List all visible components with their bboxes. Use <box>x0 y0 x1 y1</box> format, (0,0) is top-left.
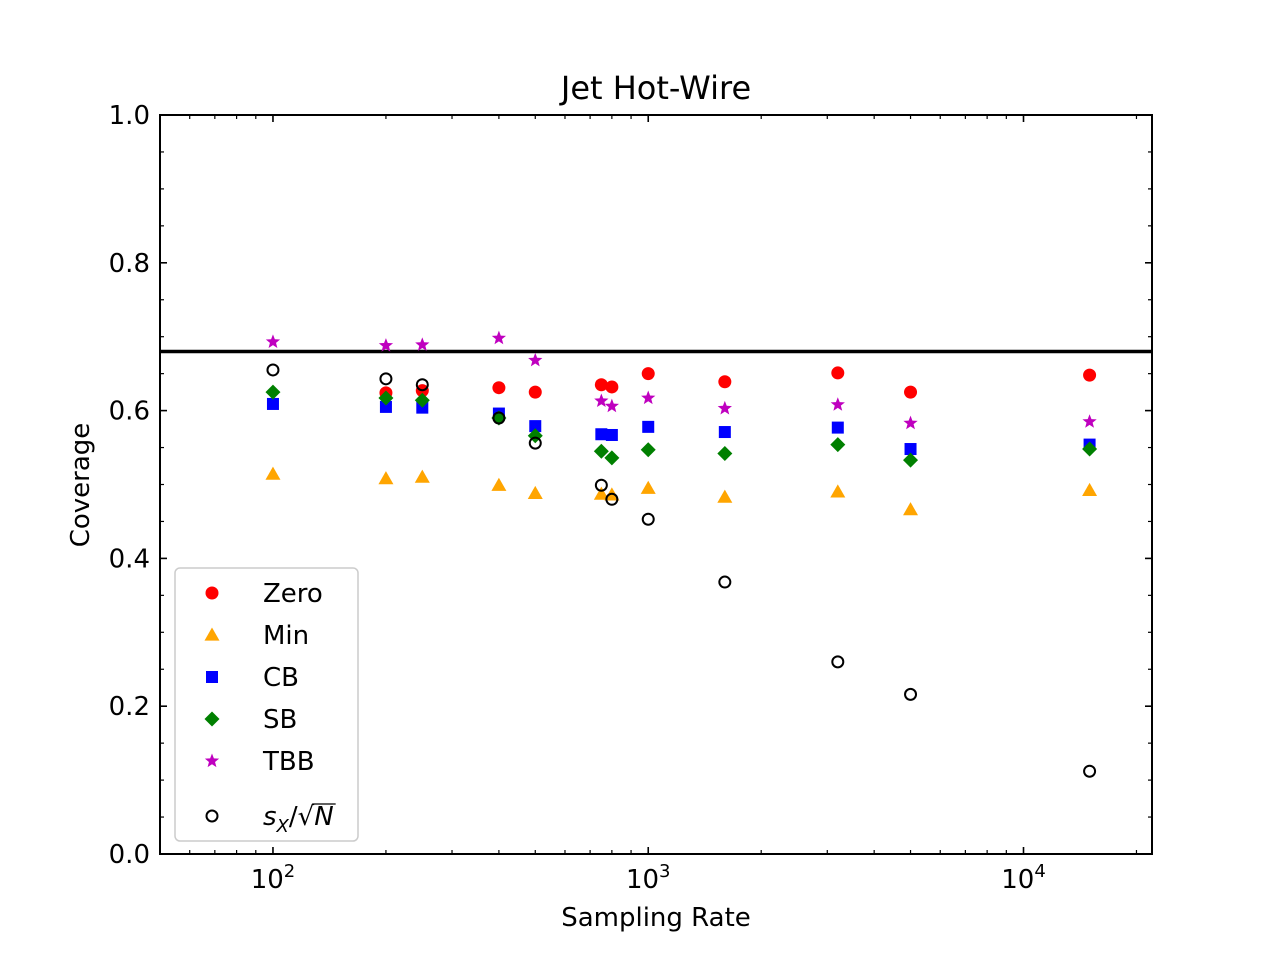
data-point-zero <box>605 380 619 394</box>
data-point-cb <box>266 397 279 410</box>
legend-marker-tbb <box>204 753 220 768</box>
data-point-tbb <box>1082 414 1097 428</box>
data-point-min <box>640 480 656 494</box>
data-point-min <box>1082 482 1098 497</box>
legend-marker-min <box>204 627 220 641</box>
data-point-sb <box>1082 441 1098 457</box>
series-s-x-n <box>266 363 1097 778</box>
data-point-sb <box>640 442 656 458</box>
y-tick-label: 0.8 <box>109 249 150 279</box>
legend-label-cb: CB <box>263 663 299 693</box>
data-point-s-x-n <box>594 478 608 492</box>
data-point-tbb <box>641 390 656 405</box>
data-point-min <box>491 477 507 491</box>
legend-label-s-x-n: sX/√N <box>263 802 334 837</box>
data-point-min <box>830 484 846 498</box>
data-point-min <box>717 489 733 503</box>
data-point-min <box>903 502 919 516</box>
legend-label-tbb: TBB <box>262 747 315 777</box>
data-point-s-x-n <box>492 411 506 425</box>
data-point-cb <box>595 428 608 441</box>
points-layer <box>265 330 1098 778</box>
x-tick-label: 103 <box>626 861 671 895</box>
x-tick-label: 102 <box>251 861 296 895</box>
data-point-zero <box>528 385 542 399</box>
legend-marker-sb <box>204 711 220 727</box>
data-point-s-x-n <box>528 436 542 450</box>
data-point-tbb <box>265 334 281 348</box>
data-point-min <box>265 466 281 480</box>
series-tbb <box>265 330 1097 430</box>
ticks-layer <box>159 114 1152 855</box>
data-point-tbb <box>528 352 543 367</box>
data-point-min <box>593 486 609 500</box>
data-point-zero <box>1083 368 1097 382</box>
data-point-sb <box>378 390 394 406</box>
series-cb <box>266 397 1096 456</box>
data-point-tbb <box>717 400 732 415</box>
data-point-tbb <box>903 415 918 430</box>
data-point-zero <box>492 381 506 395</box>
data-point-s-x-n <box>266 363 280 377</box>
data-point-cb <box>529 420 542 433</box>
series-zero <box>379 366 1097 400</box>
data-point-zero <box>831 366 845 380</box>
legend: Zero Min CB SB TBB sX/√N <box>174 567 359 842</box>
data-point-cb <box>642 420 655 433</box>
legend-marker-zero <box>205 586 219 600</box>
data-point-sb <box>830 437 846 453</box>
y-tick-label: 0.4 <box>109 544 150 574</box>
data-point-min <box>527 485 543 499</box>
data-point-s-x-n <box>1083 764 1097 778</box>
tick-labels-layer: 0.0 0.2 0.4 0.6 0.8 1.0 102 103 104 <box>109 101 1046 895</box>
data-point-tbb <box>415 337 430 351</box>
data-point-cb <box>718 426 731 439</box>
data-point-s-x-n <box>379 372 393 386</box>
data-point-cb <box>831 421 844 434</box>
data-point-s-x-n <box>605 492 619 506</box>
data-point-s-x-n <box>831 655 845 669</box>
data-point-zero <box>594 378 608 392</box>
y-tick-label: 1.0 <box>109 101 150 131</box>
data-point-zero <box>718 375 732 389</box>
data-point-s-x-n <box>904 687 918 701</box>
data-point-sb <box>593 443 609 459</box>
data-point-tbb <box>594 393 609 408</box>
data-point-s-x-n <box>718 575 732 589</box>
data-point-tbb <box>830 397 845 411</box>
legend-label-zero: Zero <box>263 579 323 609</box>
series-sb <box>265 384 1098 468</box>
chart-title: Jet Hot-Wire <box>559 69 751 107</box>
data-point-min <box>414 469 430 483</box>
legend-frame <box>174 567 359 842</box>
data-point-sb <box>903 452 919 468</box>
y-tick-label: 0.2 <box>109 692 150 722</box>
legend-label-sb: SB <box>263 705 297 735</box>
data-point-sb <box>265 384 281 400</box>
data-point-zero <box>641 367 655 381</box>
data-point-tbb <box>604 398 619 413</box>
data-point-zero <box>904 385 918 399</box>
y-tick-label: 0.6 <box>109 397 150 427</box>
data-point-sb <box>414 392 430 408</box>
legend-label-min: Min <box>263 621 309 651</box>
y-tick-label: 0.0 <box>109 840 150 870</box>
data-point-cb <box>379 400 392 413</box>
legend-marker-cb <box>206 671 218 683</box>
x-axis-label: Sampling Rate <box>561 903 751 933</box>
legend-marker-s-x-n <box>205 809 219 823</box>
data-point-cb <box>904 443 917 456</box>
data-point-sb <box>717 445 733 461</box>
series-min <box>265 466 1098 516</box>
data-point-cb <box>605 428 618 441</box>
data-point-s-x-n <box>415 378 429 392</box>
data-point-min <box>378 471 394 485</box>
x-tick-label: 104 <box>1001 861 1046 895</box>
y-axis-label: Coverage <box>66 423 96 548</box>
data-point-s-x-n <box>641 512 655 526</box>
data-point-tbb <box>491 330 507 345</box>
data-point-sb <box>604 450 620 466</box>
data-point-tbb <box>378 338 394 352</box>
